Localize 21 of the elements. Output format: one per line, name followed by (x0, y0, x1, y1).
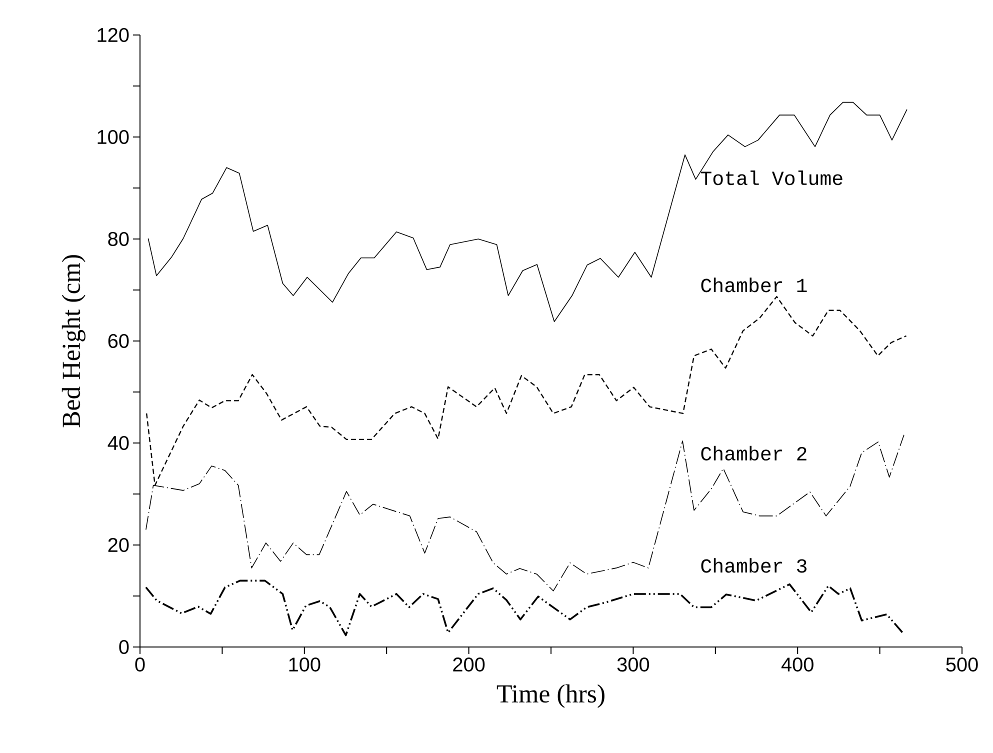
y-tick-label: 60 (108, 334, 129, 348)
x-tick-label: 400 (781, 658, 814, 672)
y-tick-label: 100 (98, 130, 129, 144)
y-tick-label: 40 (108, 436, 129, 450)
x-tick-label: 300 (617, 658, 650, 672)
x-tick-label: 500 (946, 658, 978, 672)
line-series (145, 580, 905, 636)
y-tick-label: 0 (119, 640, 129, 654)
y-axis-title: Bed Height (cm) (62, 255, 86, 428)
y-tick-label: 120 (98, 28, 129, 42)
series-label: Chamber 1 (701, 278, 807, 292)
x-tick-label: 0 (135, 658, 145, 672)
y-tick-label: 80 (108, 232, 129, 246)
line-series (148, 102, 908, 322)
x-tick-label: 200 (453, 658, 485, 672)
x-tick-label: 100 (289, 658, 320, 672)
series-label: Total Volume (700, 170, 842, 186)
series-label: Chamber 3 (701, 558, 806, 573)
series-label: Chamber 2 (701, 446, 806, 461)
x-axis-title: Time (hrs) (496, 684, 604, 708)
y-tick-label: 20 (108, 538, 129, 552)
